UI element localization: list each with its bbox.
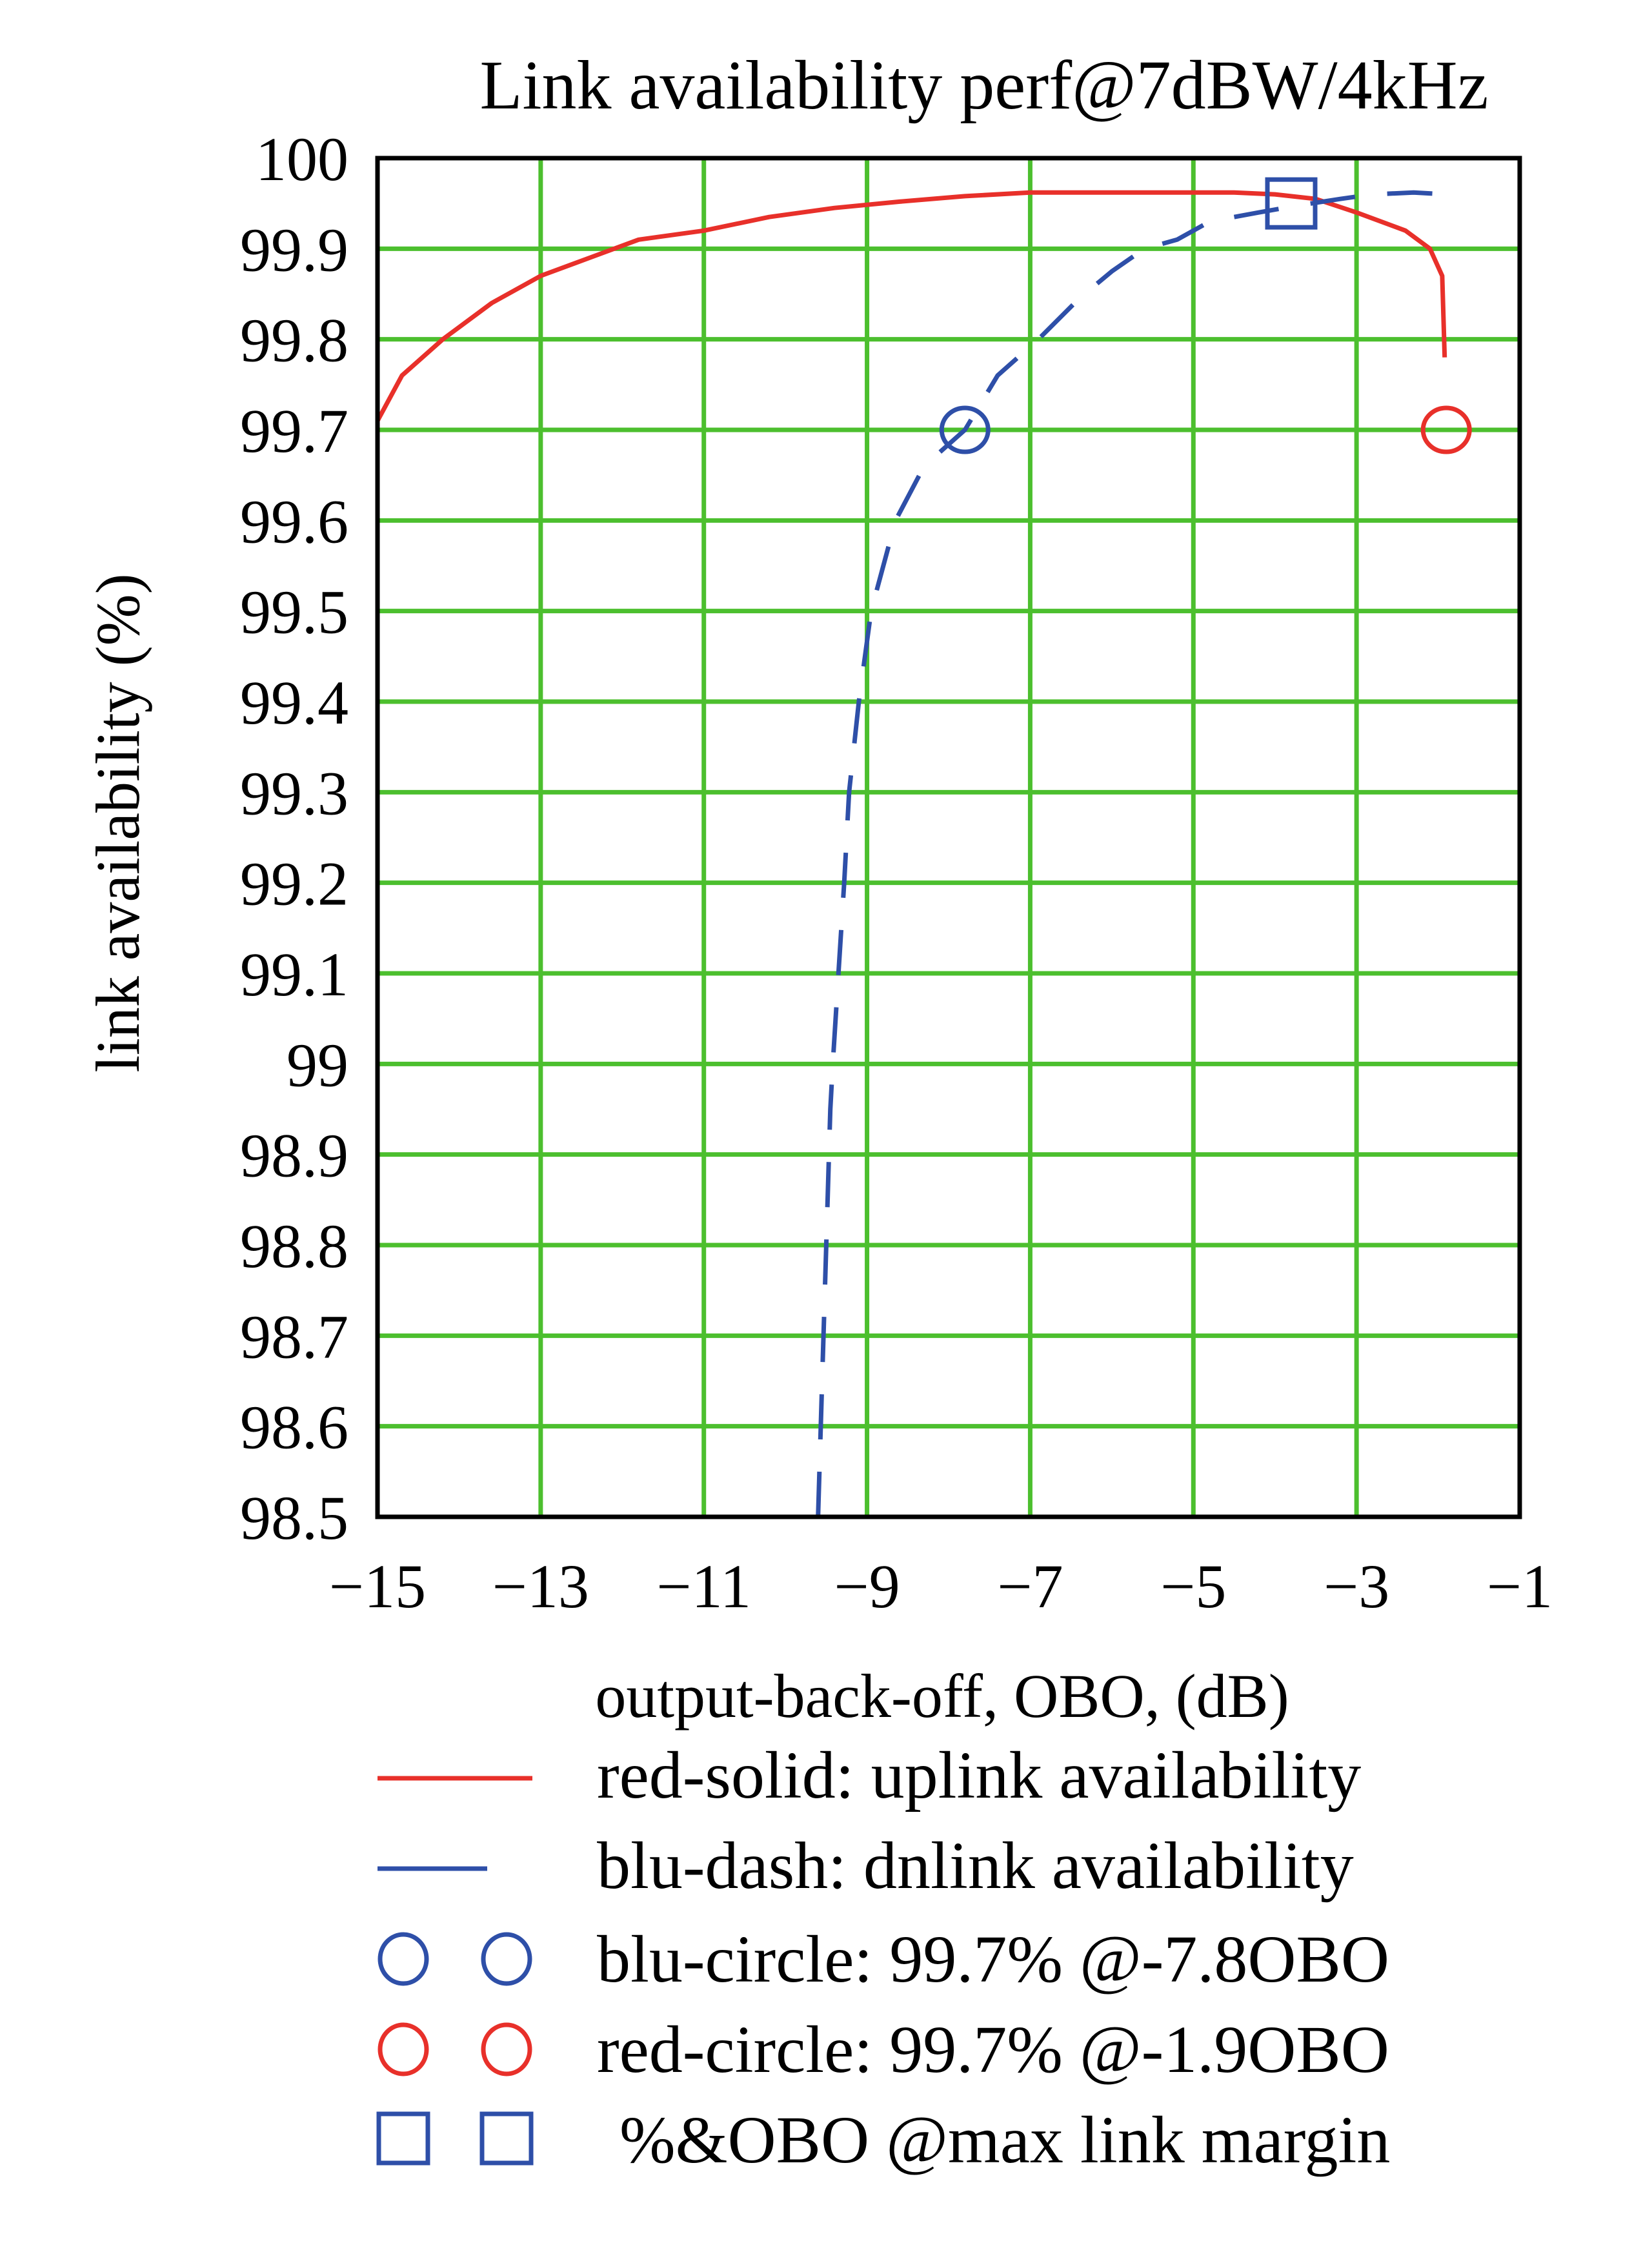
marker-max-link-margin	[1265, 177, 1318, 230]
legend-label: red-solid: uplink availability	[597, 1738, 1361, 1812]
x-tick-label: −9	[834, 1552, 900, 1621]
y-tick-label: 100	[256, 125, 348, 194]
y-axis-ticks: 100 99.9 99.8 99.7 99.6 99.5 99.4 99.3 99.2 99.1 9…	[240, 125, 348, 1552]
markers	[939, 177, 1472, 454]
legend-entry: red-solid: uplink availability	[378, 1738, 1361, 1812]
series-line-uplink	[375, 190, 1447, 422]
y-tick-label: 98.9	[240, 1121, 348, 1190]
y-tick-label: 99.8	[240, 306, 348, 375]
marker-red-circle	[1420, 405, 1472, 454]
legend-square	[479, 2111, 534, 2166]
legend: red-solid: uplink availability blu-dash: …	[376, 1738, 1390, 2177]
x-tick-label: −13	[492, 1552, 589, 1621]
y-tick-label: 99.7	[240, 396, 348, 465]
y-tick-label: 99.1	[240, 940, 348, 1009]
x-tick-label: −3	[1324, 1552, 1389, 1621]
y-axis-label: link availability (%)	[83, 573, 152, 1072]
legend-circle	[378, 1932, 429, 1986]
legend-entry: %&OBO @max link margin	[376, 2103, 1390, 2177]
legend-entry: red-circle: 99.7% @-1.9OBO	[378, 2013, 1389, 2087]
legend-circle	[378, 2022, 429, 2076]
chart-title: Link availability perf@7dBW/4kHz	[479, 47, 1488, 124]
x-tick-label: −11	[656, 1552, 751, 1621]
y-tick-label: 99.2	[240, 849, 348, 919]
y-tick-label: 98.6	[240, 1393, 348, 1462]
x-axis-ticks: −15 −13 −11 −9 −7 −5 −3 −1	[329, 1552, 1553, 1621]
marker-blu-circle	[939, 405, 991, 454]
legend-label: %&OBO @max link margin	[620, 2103, 1390, 2177]
x-tick-label: −15	[329, 1552, 426, 1621]
y-tick-label: 99.4	[240, 668, 348, 737]
legend-entry: blu-circle: 99.7% @-7.8OBO	[378, 1922, 1389, 1996]
y-tick-label: 99	[287, 1030, 348, 1099]
legend-circle	[481, 2022, 532, 2076]
legend-label: blu-circle: 99.7% @-7.8OBO	[597, 1922, 1389, 1996]
x-tick-label: −5	[1160, 1552, 1226, 1621]
y-tick-label: 99.3	[240, 758, 348, 827]
y-tick-label: 99.9	[240, 215, 348, 284]
x-tick-label: −7	[997, 1552, 1063, 1621]
x-tick-label: −1	[1487, 1552, 1553, 1621]
plot-frame	[375, 156, 1522, 1519]
series-lines	[375, 190, 1447, 1517]
legend-label: blu-dash: dnlink availability	[597, 1829, 1354, 1903]
y-tick-label: 98.5	[240, 1483, 348, 1552]
grid-lines	[375, 156, 1522, 1519]
y-tick-label: 99.5	[240, 578, 348, 647]
legend-circle	[481, 1932, 532, 1986]
y-tick-label: 98.8	[240, 1212, 348, 1281]
legend-square	[376, 2111, 430, 2166]
series-line-dnlink	[816, 190, 1447, 1517]
legend-label: red-circle: 99.7% @-1.9OBO	[597, 2013, 1389, 2087]
x-axis-label: output-back-off, OBO, (dB)	[595, 1661, 1289, 1730]
legend-entry: blu-dash: dnlink availability	[378, 1829, 1354, 1903]
y-tick-label: 99.6	[240, 487, 348, 556]
y-tick-label: 98.7	[240, 1302, 348, 1371]
